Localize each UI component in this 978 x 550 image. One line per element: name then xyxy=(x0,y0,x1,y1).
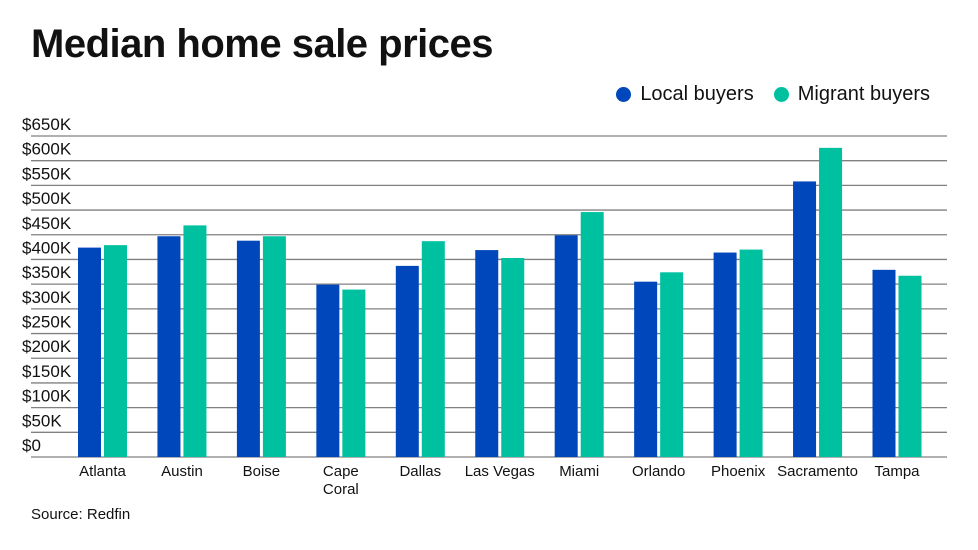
bar-local xyxy=(157,236,181,457)
bar-local xyxy=(236,240,260,457)
y-tick-label: $650K xyxy=(22,115,72,134)
bar-migrant xyxy=(501,257,525,457)
bar-local xyxy=(713,252,737,457)
legend-label-local: Local buyers xyxy=(640,83,754,105)
x-tick-label: Miami xyxy=(559,463,599,480)
x-tick-label: Orlando xyxy=(632,463,685,480)
bar-migrant xyxy=(898,275,922,457)
x-tick-label: Austin xyxy=(161,463,203,480)
bar-local xyxy=(78,247,101,457)
x-tick-label: Sacramento xyxy=(777,463,858,480)
chart-title: Median home sale prices xyxy=(31,22,494,66)
bar-migrant xyxy=(104,245,127,457)
y-tick-label: $450K xyxy=(22,214,72,233)
y-tick-label: $350K xyxy=(22,263,72,282)
y-tick-label: $600K xyxy=(22,140,72,159)
y-tick-label: $50K xyxy=(22,411,62,430)
bar-local xyxy=(316,284,340,457)
x-tick-label: Phoenix xyxy=(711,463,766,480)
x-tick-label: Atlanta xyxy=(79,463,126,480)
bar-migrant xyxy=(183,225,207,457)
bar-migrant xyxy=(421,241,445,457)
x-tick-label: Tampa xyxy=(874,463,920,480)
y-tick-label: $150K xyxy=(22,362,72,381)
bar-migrant xyxy=(580,212,604,457)
x-tick-label: Dallas xyxy=(399,463,441,480)
legend-swatch-local xyxy=(616,87,632,102)
legend-item-migrant: Migrant buyers xyxy=(773,83,930,106)
source-note: Source: Redfin xyxy=(31,506,131,523)
legend-label-migrant: Migrant buyers xyxy=(797,83,930,105)
bar-migrant xyxy=(819,147,843,458)
y-tick-label: $400K xyxy=(22,238,72,257)
y-tick-label: $500K xyxy=(22,189,72,208)
bar-local xyxy=(634,281,658,457)
bar-local xyxy=(475,250,499,457)
bar-local xyxy=(554,235,578,457)
y-tick-label: $200K xyxy=(22,337,72,356)
y-tick-label: $0 xyxy=(22,436,41,455)
y-tick-label: $300K xyxy=(22,288,72,307)
bar-local xyxy=(793,181,817,458)
bar-migrant xyxy=(660,272,684,457)
bar-migrant xyxy=(262,236,286,457)
x-tick-label: Las Vegas xyxy=(465,463,535,480)
y-tick-label: $250K xyxy=(22,313,72,332)
y-tick-label: $550K xyxy=(22,164,72,183)
bar-migrant xyxy=(342,289,366,457)
x-tick-label: Boise xyxy=(243,463,281,480)
legend-swatch-migrant xyxy=(773,87,789,102)
bar-migrant xyxy=(739,249,763,457)
x-tick-label: Cape Coral xyxy=(323,463,359,498)
bar-local xyxy=(395,265,419,457)
legend: Local buyers Migrant buyers xyxy=(616,83,930,106)
y-tick-label: $100K xyxy=(22,387,72,406)
legend-item-local: Local buyers xyxy=(616,83,754,106)
bar-local xyxy=(872,269,896,457)
